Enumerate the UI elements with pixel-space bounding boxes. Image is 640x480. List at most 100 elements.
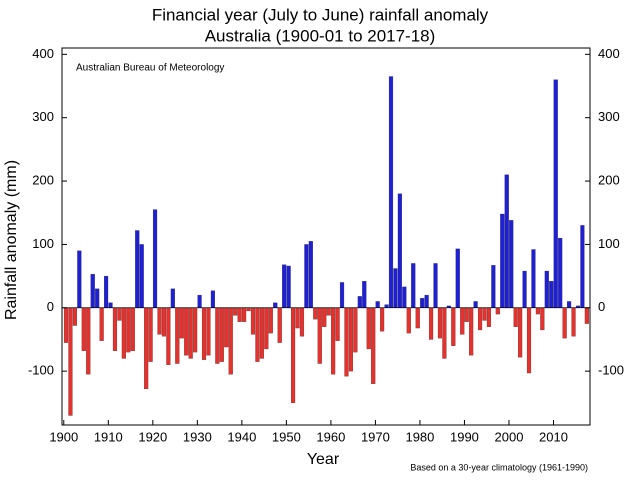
bar xyxy=(353,307,358,353)
bar xyxy=(219,307,224,362)
bar xyxy=(540,307,545,331)
bar xyxy=(442,307,447,359)
bar xyxy=(228,307,233,375)
bar xyxy=(242,307,247,322)
bar xyxy=(121,307,126,359)
x-tick-label: 1940 xyxy=(227,429,256,444)
bar xyxy=(344,307,349,377)
bar xyxy=(571,307,576,337)
bar xyxy=(584,307,589,324)
bar xyxy=(308,241,313,308)
bar xyxy=(473,301,478,308)
y-tick-label: 400 xyxy=(32,46,54,61)
bar xyxy=(148,307,153,362)
bar xyxy=(99,307,104,341)
bar xyxy=(500,213,505,308)
chart-title: Financial year (July to June) rainfall a… xyxy=(152,5,489,24)
bar xyxy=(175,307,180,364)
y-tick-label-right: 400 xyxy=(598,46,620,61)
bar xyxy=(335,307,340,341)
bar xyxy=(290,307,296,403)
bar xyxy=(103,275,109,308)
bar xyxy=(152,209,158,308)
y-tick-label: 0 xyxy=(47,299,54,314)
bar xyxy=(68,307,73,416)
y-tick-label: 300 xyxy=(32,109,54,124)
bar xyxy=(250,307,256,335)
plot-frame xyxy=(61,47,591,426)
bar xyxy=(117,307,122,321)
bar xyxy=(259,307,264,359)
bar xyxy=(562,307,567,339)
bar xyxy=(108,302,113,308)
y-tick-label-right: -100 xyxy=(598,363,624,378)
bar xyxy=(553,79,558,308)
bar xyxy=(197,294,202,308)
bar xyxy=(112,307,118,352)
bar xyxy=(201,307,207,360)
bar xyxy=(451,307,456,346)
bar xyxy=(144,307,149,390)
y-tick-label-right: 300 xyxy=(598,109,620,124)
bar xyxy=(170,288,175,308)
bar xyxy=(397,193,402,308)
bar xyxy=(558,237,563,308)
y-axis-label: Rainfall anomaly (mm) xyxy=(3,160,20,320)
bar xyxy=(299,307,305,337)
bar xyxy=(393,268,398,308)
bar xyxy=(518,307,523,358)
bar xyxy=(460,307,465,335)
bar xyxy=(411,263,416,308)
bar xyxy=(380,307,385,332)
bar xyxy=(237,307,242,322)
bar xyxy=(282,264,287,308)
footnote: Based on a 30-year climatology (1961-199… xyxy=(410,462,588,472)
bar xyxy=(81,307,86,352)
bar xyxy=(268,307,273,334)
y-tick-label: 100 xyxy=(32,236,54,251)
bar xyxy=(157,307,162,335)
x-tick-label: 1930 xyxy=(183,429,212,444)
y-tick-label: 200 xyxy=(32,172,54,187)
bar xyxy=(339,282,345,308)
bar xyxy=(428,307,434,340)
y-tick-label-right: 100 xyxy=(598,236,620,251)
bar xyxy=(384,304,389,308)
x-tick-label: 1920 xyxy=(138,429,167,444)
bar xyxy=(77,250,82,308)
bar xyxy=(437,307,443,339)
bar xyxy=(526,307,532,374)
bar xyxy=(90,274,95,308)
x-axis-label: Year xyxy=(307,451,340,468)
bar xyxy=(580,225,585,308)
bar xyxy=(486,307,492,327)
bar xyxy=(206,307,211,356)
bar xyxy=(246,307,251,312)
bar xyxy=(509,220,514,308)
x-tick-label: 1960 xyxy=(316,429,345,444)
bar xyxy=(464,307,469,322)
bar xyxy=(522,270,527,308)
bar xyxy=(375,301,380,308)
bar xyxy=(233,307,238,316)
bar xyxy=(184,307,189,356)
bar xyxy=(544,270,549,308)
bar xyxy=(179,307,184,339)
bar xyxy=(135,230,140,308)
bar xyxy=(469,307,474,356)
x-tick-label: 1990 xyxy=(450,429,479,444)
bar xyxy=(531,249,536,308)
bar xyxy=(304,244,309,308)
bar xyxy=(161,307,167,337)
x-tick-label: 2010 xyxy=(539,429,568,444)
bar xyxy=(357,296,362,308)
bar xyxy=(317,307,322,364)
bar xyxy=(322,307,327,327)
x-tick-label: 1910 xyxy=(94,429,123,444)
bar xyxy=(495,307,500,315)
bar xyxy=(388,76,394,308)
bar xyxy=(273,302,278,308)
y-tick-label-right: 0 xyxy=(598,299,605,314)
bar xyxy=(139,244,144,308)
